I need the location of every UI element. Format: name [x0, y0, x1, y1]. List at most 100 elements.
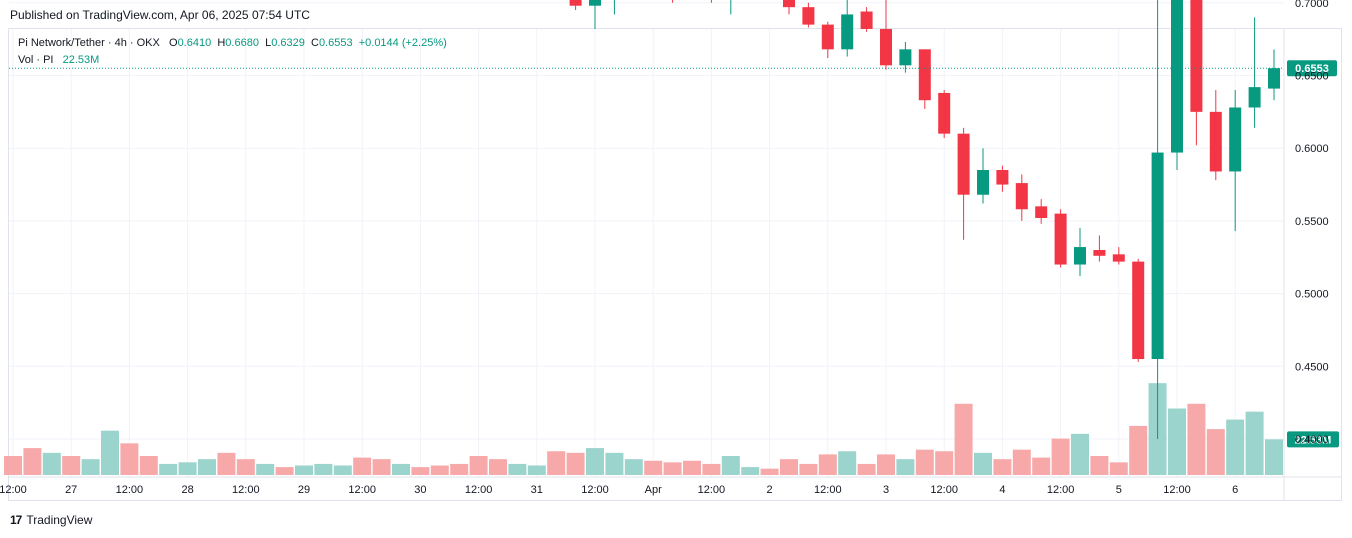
- candle-body: [1268, 68, 1280, 89]
- volume-bar: [702, 463, 721, 475]
- candle-body: [1112, 254, 1125, 262]
- last-price-tag: [1287, 60, 1337, 77]
- volume-bar: [1109, 462, 1128, 475]
- volume-bar: [1226, 419, 1245, 475]
- volume-bar: [236, 459, 255, 475]
- time-tick-label: 29: [298, 484, 310, 496]
- volume-bar: [1090, 456, 1109, 475]
- volume-bar: [23, 448, 42, 475]
- legend-close: 0.6553: [318, 37, 353, 49]
- candle-body: [1190, 0, 1203, 112]
- volume-bar: [1032, 457, 1051, 475]
- volume-bar: [1129, 425, 1148, 475]
- candle-body: [938, 92, 951, 134]
- legend-open: 0.6410: [177, 37, 212, 49]
- time-tick-label: 12:00: [232, 484, 260, 496]
- volume-bar: [1206, 429, 1225, 475]
- price-tick-label: 0.7000: [1295, 0, 1329, 10]
- volume-bar: [81, 459, 100, 475]
- legend-symbol[interactable]: Pi Network/Tether · 4h · OKX: [18, 37, 160, 49]
- volume-bar: [644, 460, 663, 475]
- volume-bar: [4, 456, 22, 475]
- candle-body: [1209, 111, 1222, 172]
- grid-lines: [9, 2, 1284, 477]
- last-volume-label: 22.53M: [1295, 434, 1332, 446]
- volume-bar: [1265, 439, 1283, 475]
- price-tick-label: 0.5000: [1295, 289, 1329, 301]
- volume-bar: [372, 459, 391, 475]
- time-tick-label: 2: [767, 484, 773, 496]
- volume-bar: [314, 463, 333, 475]
- legend-low-label: L: [265, 37, 272, 49]
- last-volume-tag: [1287, 431, 1339, 448]
- price-tick-label: 0.6000: [1295, 143, 1329, 155]
- candle-body: [996, 170, 1009, 185]
- volume-bar: [857, 463, 876, 475]
- candle-body: [1093, 249, 1106, 256]
- candle-body: [1171, 0, 1183, 153]
- legend-low: 0.6329: [271, 37, 305, 49]
- legend-volume-label[interactable]: Vol · PI: [18, 54, 54, 66]
- volume-bar: [741, 467, 760, 475]
- volume-bar: [275, 467, 294, 475]
- candle-body: [1054, 213, 1067, 265]
- volume-bar: [1245, 411, 1264, 475]
- price-line: 0.6553 22.53M: [9, 60, 1339, 448]
- volume-bar: [295, 465, 313, 475]
- volume-bar: [217, 452, 236, 475]
- time-tick-label: 12:00: [1163, 484, 1191, 496]
- time-tick-label: 31: [531, 484, 543, 496]
- volume-bar: [586, 448, 604, 475]
- volume-bar: [411, 467, 430, 475]
- time-tick-label: 12:00: [814, 484, 842, 496]
- volume-bar: [935, 451, 954, 475]
- candle-body: [899, 49, 912, 66]
- tradingview-footer[interactable]: 17 TradingView: [10, 513, 92, 527]
- price-axis[interactable]: 0.95000.90000.85000.80000.75000.70000.65…: [1283, 0, 1329, 500]
- time-tick-label: 30: [414, 484, 426, 496]
- volume-bar: [915, 449, 934, 475]
- volume-bar: [101, 430, 119, 475]
- legend-high: 0.6680: [225, 37, 259, 49]
- volume-bar: [508, 463, 527, 475]
- volume-bar: [62, 456, 81, 475]
- volume-bar: [896, 459, 915, 475]
- candle-body: [802, 7, 815, 25]
- legend-change: +0.0144 (+2.25%): [358, 37, 447, 49]
- price-tick-label: 0.4500: [1295, 361, 1329, 373]
- time-tick-label: 12:00: [698, 484, 726, 496]
- time-tick-label: 12:00: [465, 484, 493, 496]
- tradingview-brand: TradingView: [26, 513, 93, 527]
- time-tick-label: 12:00: [930, 484, 958, 496]
- candles: [569, 0, 1280, 439]
- candle-body: [821, 24, 834, 50]
- candle-body: [1035, 206, 1048, 218]
- volume-bar: [760, 468, 779, 475]
- time-tick-label: Apr: [645, 484, 662, 496]
- legend-ohlc-row: Pi Network/Tether · 4h · OKX O0.6410 H0.…: [18, 35, 447, 52]
- chart-frame: [8, 28, 1342, 501]
- volume-bar: [663, 462, 682, 475]
- volume-bar: [159, 463, 178, 475]
- volume-bar: [489, 459, 507, 475]
- volume-bar: [566, 452, 585, 475]
- volume-bar: [1168, 408, 1186, 475]
- time-tick-label: 6: [1232, 484, 1238, 496]
- volume-bar: [333, 465, 352, 475]
- volume-bar: [993, 459, 1012, 475]
- price-tick-label: 0.5500: [1295, 216, 1329, 228]
- candle-body: [783, 0, 795, 8]
- time-tick-label: 12:00: [1047, 484, 1075, 496]
- volume-bar: [430, 465, 449, 475]
- volume-bar: [721, 456, 740, 475]
- time-axis[interactable]: 12:00 27 12:00 28 12:00 29 12:00 30 12:00 31 12:00…: [0, 476, 1341, 496]
- volume-bar: [353, 457, 372, 475]
- volume-bars: [4, 383, 1283, 475]
- candle-body: [918, 49, 931, 101]
- volume-bar: [469, 456, 488, 475]
- volume-bar: [818, 454, 837, 475]
- time-tick-label: 12:00: [581, 484, 609, 496]
- volume-bar: [392, 463, 410, 475]
- volume-bar: [974, 452, 992, 475]
